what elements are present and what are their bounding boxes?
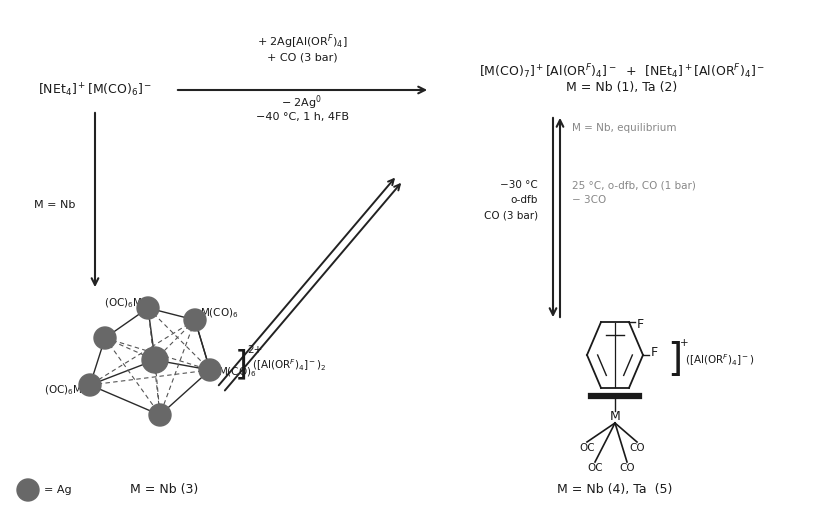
Text: o-dfb: o-dfb bbox=[510, 195, 538, 205]
Text: ([Al(OR$^F$)$_4$]$^-$): ([Al(OR$^F$)$_4$]$^-$) bbox=[685, 352, 755, 368]
Circle shape bbox=[149, 404, 171, 426]
Text: OC: OC bbox=[587, 463, 603, 473]
Text: ]: ] bbox=[667, 341, 682, 379]
Text: F: F bbox=[637, 318, 644, 330]
Text: +: + bbox=[680, 338, 689, 348]
Text: + CO (3 bar): + CO (3 bar) bbox=[266, 52, 338, 62]
Text: − 3CO: − 3CO bbox=[572, 195, 606, 205]
Text: M = Nb, equilibrium: M = Nb, equilibrium bbox=[572, 123, 676, 133]
Text: + 2Ag[Al(OR$^F$)$_4$]: + 2Ag[Al(OR$^F$)$_4$] bbox=[256, 33, 347, 51]
Text: M(CO)$_6$: M(CO)$_6$ bbox=[200, 306, 239, 320]
Text: M = Nb (3): M = Nb (3) bbox=[130, 483, 199, 496]
Text: −30 °C: −30 °C bbox=[500, 180, 538, 190]
Text: 2+: 2+ bbox=[247, 345, 262, 355]
Text: M: M bbox=[609, 409, 620, 423]
Text: M = Nb (4), Ta  (5): M = Nb (4), Ta (5) bbox=[557, 483, 673, 496]
Text: CO: CO bbox=[629, 443, 644, 453]
Text: OC: OC bbox=[579, 443, 595, 453]
Text: CO: CO bbox=[619, 463, 635, 473]
Text: ([Al(OR$^F$)$_4$]$^-$)$_2$: ([Al(OR$^F$)$_4$]$^-$)$_2$ bbox=[252, 357, 327, 373]
Circle shape bbox=[94, 327, 116, 349]
Circle shape bbox=[137, 297, 159, 319]
Text: M = Nb (1), Ta (2): M = Nb (1), Ta (2) bbox=[566, 82, 678, 94]
Text: 25 °C, o-dfb, CO (1 bar): 25 °C, o-dfb, CO (1 bar) bbox=[572, 180, 696, 190]
Circle shape bbox=[199, 359, 221, 381]
Text: M(CO)$_6$: M(CO)$_6$ bbox=[218, 365, 256, 379]
Circle shape bbox=[79, 374, 101, 396]
Text: − 2Ag$^0$: − 2Ag$^0$ bbox=[282, 94, 323, 112]
Circle shape bbox=[17, 479, 39, 501]
Text: −40 °C, 1 h, 4FB: −40 °C, 1 h, 4FB bbox=[256, 112, 349, 122]
Text: (OC)$_6$M: (OC)$_6$M bbox=[44, 383, 82, 397]
Text: = Ag: = Ag bbox=[44, 485, 71, 495]
Circle shape bbox=[184, 309, 206, 331]
Text: [M(CO)$_7$]$^+$[Al(OR$^F$)$_4$]$^-$  +  [NEt$_4$]$^+$[Al(OR$^F$)$_4$]$^-$: [M(CO)$_7$]$^+$[Al(OR$^F$)$_4$]$^-$ + [N… bbox=[478, 63, 765, 81]
Text: (OC)$_6$M: (OC)$_6$M bbox=[104, 296, 142, 310]
Circle shape bbox=[142, 347, 168, 373]
Text: F: F bbox=[651, 346, 658, 358]
Text: CO (3 bar): CO (3 bar) bbox=[484, 210, 538, 220]
Text: [NEt$_4$]$^+$[M(CO)$_6$]$^-$: [NEt$_4$]$^+$[M(CO)$_6$]$^-$ bbox=[38, 81, 153, 99]
Text: M = Nb: M = Nb bbox=[34, 200, 75, 210]
Text: ]: ] bbox=[235, 348, 248, 382]
